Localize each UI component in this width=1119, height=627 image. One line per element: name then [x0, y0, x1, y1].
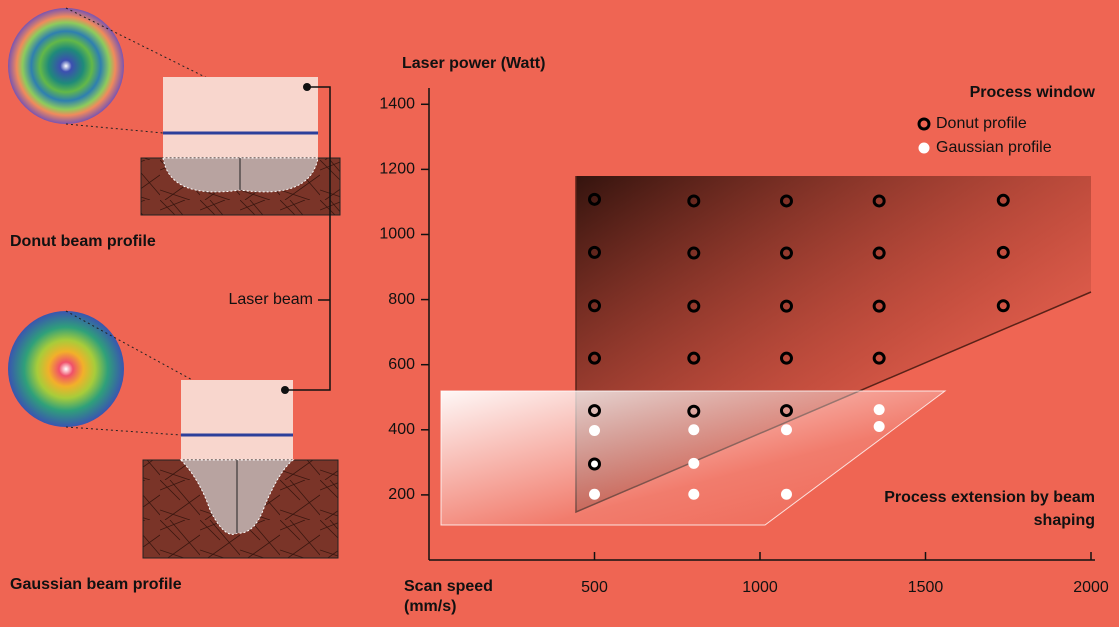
y-tick-label: 1400 [379, 95, 415, 112]
y-tick-label: 600 [388, 356, 415, 373]
point [874, 404, 885, 415]
x-tick-label: 2000 [1073, 579, 1109, 596]
donut-profile-icon [8, 8, 124, 124]
gaussian-label: Gaussian beam profile [10, 576, 182, 593]
point [688, 424, 699, 435]
legend-marker [919, 143, 930, 154]
legend-title: Process window [970, 84, 1096, 101]
legend-marker [919, 119, 929, 129]
y-tick-label: 1200 [379, 161, 415, 178]
beam-label: Laser beam [229, 291, 314, 308]
gaussian-profile-icon [8, 311, 124, 427]
y-axis-label: Laser power (Watt) [402, 55, 545, 72]
annotation: Process extension by beam shaping [880, 486, 1095, 532]
y-tick-label: 800 [388, 291, 415, 308]
y-tick-label: 400 [388, 421, 415, 438]
y-tick-label: 1000 [379, 226, 415, 243]
x-tick-label: 1000 [742, 579, 778, 596]
x-axis-label: Scan speed (mm/s) [404, 577, 544, 617]
point [781, 424, 792, 435]
point [781, 489, 792, 500]
point [874, 421, 885, 432]
donut-label: Donut beam profile [10, 233, 156, 250]
legend-label: Donut profile [936, 115, 1027, 132]
legend-label: Gaussian profile [936, 139, 1052, 156]
x-tick-label: 1500 [908, 579, 944, 596]
point [589, 425, 600, 436]
point [589, 489, 600, 500]
point [688, 458, 699, 469]
x-tick-label: 500 [581, 579, 608, 596]
illustration: Laser beam Donut beam profile Gaussian b… [8, 8, 340, 593]
page: Laser beam Donut beam profile Gaussian b… [0, 0, 1119, 627]
y-tick-label: 200 [388, 486, 415, 503]
point [688, 489, 699, 500]
chart: Laser beam Donut beam profile Gaussian b… [0, 0, 1119, 627]
